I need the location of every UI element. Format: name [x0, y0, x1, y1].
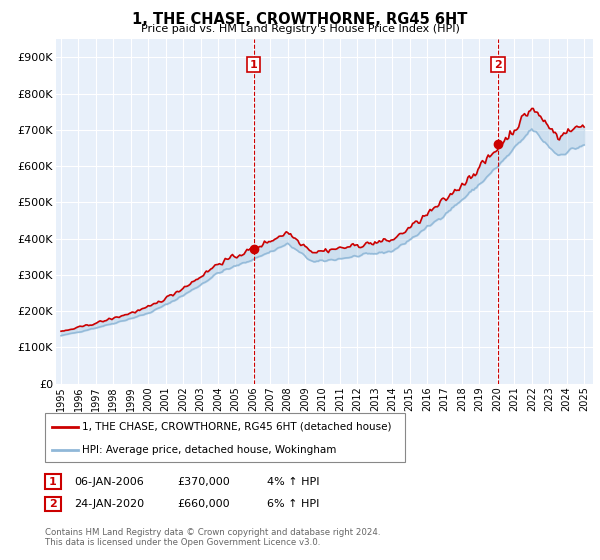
Text: Price paid vs. HM Land Registry's House Price Index (HPI): Price paid vs. HM Land Registry's House …: [140, 24, 460, 34]
Text: £370,000: £370,000: [177, 477, 230, 487]
Text: 6% ↑ HPI: 6% ↑ HPI: [267, 499, 319, 509]
Text: 2: 2: [494, 59, 502, 69]
Text: 1: 1: [49, 477, 56, 487]
Text: Contains HM Land Registry data © Crown copyright and database right 2024.
This d: Contains HM Land Registry data © Crown c…: [45, 528, 380, 547]
Text: 1: 1: [250, 59, 257, 69]
Text: 1, THE CHASE, CROWTHORNE, RG45 6HT: 1, THE CHASE, CROWTHORNE, RG45 6HT: [133, 12, 467, 27]
Text: £660,000: £660,000: [177, 499, 230, 509]
Text: 1, THE CHASE, CROWTHORNE, RG45 6HT (detached house): 1, THE CHASE, CROWTHORNE, RG45 6HT (deta…: [82, 422, 392, 432]
Text: 4% ↑ HPI: 4% ↑ HPI: [267, 477, 320, 487]
Text: HPI: Average price, detached house, Wokingham: HPI: Average price, detached house, Woki…: [82, 445, 337, 455]
Text: 06-JAN-2006: 06-JAN-2006: [74, 477, 143, 487]
Text: 24-JAN-2020: 24-JAN-2020: [74, 499, 144, 509]
Text: 2: 2: [49, 499, 56, 509]
